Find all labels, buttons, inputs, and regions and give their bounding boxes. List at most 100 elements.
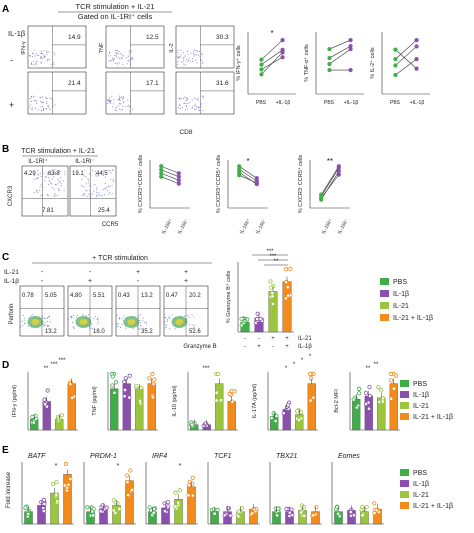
panel-e-gene-4: TBX21	[276, 453, 298, 460]
legend-c-swatch-2	[380, 302, 389, 309]
panel-a-flow-minus-1-event	[118, 50, 120, 52]
panel-a-channel-0: IFN-γ	[21, 41, 27, 55]
panel-e-3-dot-1	[228, 513, 233, 518]
panel-a-pct-plus-1: 17.1	[146, 80, 159, 87]
panel-d-4-dot-2	[376, 384, 381, 390]
panel-a-flow-plus-0-event	[42, 108, 45, 111]
panel-b-flow-left-event	[33, 175, 35, 177]
panel-a-flow-minus-1-event	[130, 51, 132, 53]
panel-b-flow-left-event	[48, 180, 50, 182]
panel-c-il1b-sign-3: +	[184, 278, 188, 285]
panel-b-flow-right-event	[88, 189, 91, 192]
panel-c-flow-0-event	[27, 326, 29, 328]
panel-a-flow-minus-2-event	[201, 52, 203, 55]
panel-b-line-0-point-a	[159, 164, 164, 169]
legend-e-label-1: IL-1β	[413, 481, 429, 488]
panel-c-il21-sign-2: +	[136, 269, 140, 276]
panel-b-flow-right-event	[85, 183, 87, 185]
panel-c-flow-3-event	[191, 313, 193, 316]
panel-a-flow-minus-2-event	[196, 50, 198, 52]
panel-e-0-dot-1	[39, 500, 44, 505]
panel-c-flow-0-event	[46, 324, 48, 326]
panel-a-flow-minus-2-event	[185, 58, 188, 60]
panel-c-flow-2-event	[125, 327, 127, 329]
panel-c-flow-3-event	[166, 320, 169, 322]
panel-a-flow-plus-1-event	[127, 99, 129, 101]
panel-c-br-3: 52.6	[189, 329, 201, 335]
panel-a-flow-plus-2-event	[193, 97, 195, 99]
panel-a-flow-plus-0-frame	[27, 71, 87, 115]
panel-b-flow-right-event	[111, 185, 113, 187]
panel-d-3-dot-1	[286, 402, 291, 408]
panel-a-flow-minus-0-event	[33, 50, 35, 52]
legend-c-label-1: IL-1β	[393, 291, 409, 298]
panel-b-flow-left-event	[38, 189, 40, 192]
panel-a-flow-plus-0-event	[32, 108, 34, 110]
panel-a-line-0-point-b	[280, 37, 285, 43]
panel-c-flow-3-event	[169, 316, 171, 318]
panel-a-xlabel: CD8	[179, 129, 192, 136]
panel-a-flow-plus-1-event	[122, 105, 124, 107]
panel-d-3-dot-0	[271, 411, 276, 416]
panel-b-flow-right-event	[89, 185, 91, 187]
panel-c-bar-dot-1	[254, 316, 260, 322]
panel-a-flow-plus-0-event	[45, 96, 47, 98]
panel-a-pct-minus-1: 12.5	[146, 34, 159, 41]
panel-b-ylabel: CXCR3	[8, 185, 14, 206]
panel-b-flow-left-event	[56, 194, 58, 196]
panel-d-1-bar-3	[147, 383, 156, 431]
panel-c-flow-1-event	[69, 315, 71, 317]
panel-a-pct-minus-2: 30.3	[216, 34, 229, 41]
panel-b-flow-left-event	[44, 176, 47, 178]
panel-a-flow-plus-0-event	[42, 102, 44, 104]
panel-c-flow-1-event	[87, 313, 90, 316]
panel-a-flow-plus-2-event	[180, 98, 182, 100]
panel-a-flow-minus-1-event	[114, 58, 116, 60]
panel-a-flow-plus-1-event	[121, 109, 123, 111]
panel-a-flow-plus-2-event	[181, 107, 184, 109]
panel-c-flow-1-event	[71, 321, 74, 323]
panel-e-gene-1: PRDM-1	[90, 453, 117, 460]
panel-b-flow-left-event	[58, 188, 60, 190]
panel-a-flow-minus-2-event	[192, 60, 194, 63]
panel-c-flow-0-event	[43, 325, 45, 327]
panel-a-flow-plus-2-event	[202, 110, 204, 112]
panel-a-flow-plus-1-event	[129, 106, 131, 108]
panel-b-flow-left-event	[47, 173, 49, 176]
panel-c-bar-il1b-sign-1: +	[257, 344, 261, 350]
panel-c-bar-il21-sign-2: +	[271, 336, 275, 342]
panel-letter-b: B	[2, 144, 9, 155]
panel-a-flow-minus-1-event	[115, 53, 118, 55]
panel-b-flow-left-event	[36, 177, 38, 180]
legend-e-label-0: PBS	[413, 470, 427, 477]
panel-d-1-dot-1	[127, 373, 132, 378]
panel-a-flow-minus-2-event	[195, 59, 197, 61]
panel-a-xtick-0-0: PBS	[256, 100, 267, 106]
panel-a-flow-plus-2-event	[198, 106, 200, 108]
panel-a-flow-minus-0-frame	[27, 25, 87, 69]
panel-e-4-dot-1	[284, 506, 289, 512]
panel-e-2-dot-2	[173, 490, 178, 495]
panel-a-flow-plus-1-event	[116, 106, 118, 108]
panel-b-q1-left: 4.29	[24, 171, 36, 177]
panel-b-q2-right: 44.5	[96, 171, 108, 177]
panel-c-flow-0-event	[48, 325, 50, 327]
panel-c-flow-3-event	[168, 316, 170, 318]
panel-b-flow-right-event	[111, 193, 113, 195]
legend-d-swatch-2	[400, 402, 409, 409]
panel-c-flow-2-event	[138, 316, 140, 318]
panel-a-flow-plus-2-event	[180, 108, 182, 110]
panel-e-2-dot-3	[186, 493, 191, 498]
panel-e-gene-2: IRF4	[152, 453, 167, 460]
panel-e-3-dot-0	[211, 507, 217, 512]
panel-e-5-dot-0	[335, 511, 341, 516]
panel-c-flow-0-event	[24, 322, 26, 325]
panel-b-flow-left-event	[44, 180, 46, 182]
legend-c-swatch-0	[380, 278, 389, 285]
panel-b-flow-right-event	[96, 196, 98, 198]
panel-c-flow-1-event	[96, 318, 98, 320]
panel-e-1-dot-1	[100, 503, 106, 508]
panel-d-4-dot-1	[366, 406, 372, 411]
panel-b-line-1-point-a	[237, 164, 242, 169]
panel-b-flow-left-event	[40, 175, 42, 178]
